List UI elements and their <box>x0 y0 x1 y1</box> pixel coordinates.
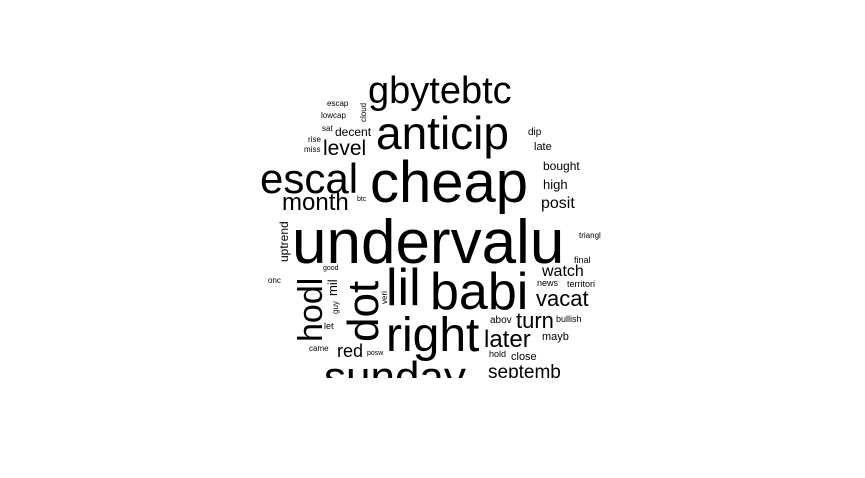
word-lowcap: lowcap <box>321 111 346 120</box>
word-abov: abov <box>490 315 512 326</box>
word-late: late <box>534 141 552 153</box>
word-triangl: triangl <box>579 231 601 240</box>
word-let: let <box>324 321 334 331</box>
word-turn: turn <box>516 308 554 333</box>
word-undervalu: undervalu <box>292 208 565 277</box>
word-red: red <box>337 341 364 361</box>
word-posit: posit <box>541 195 575 212</box>
word-uptrend: uptrend <box>277 221 291 262</box>
word-miss: miss <box>304 145 321 154</box>
word-bought: bought <box>543 159 580 173</box>
word-dip: dip <box>528 127 542 138</box>
word-good: good <box>323 265 339 272</box>
word-month: month <box>282 189 349 216</box>
word-escal: escal <box>260 155 359 202</box>
word-mil: mil <box>325 279 340 296</box>
word-hodl: hodl <box>292 277 330 342</box>
word-came: came <box>309 344 329 353</box>
word-news: news <box>537 278 559 288</box>
word-veri: veri <box>380 291 389 304</box>
word-close: close <box>511 351 537 363</box>
word-guy: guy <box>331 301 340 314</box>
word-gbytebtc: gbytebtc <box>368 70 512 112</box>
word-bullish: bullish <box>556 314 582 324</box>
word-hold: hold <box>489 349 507 359</box>
word-posw: posw <box>367 350 384 357</box>
word-escap: escap <box>327 99 349 108</box>
word-babi: babi <box>430 263 529 321</box>
word-btc: btc <box>357 196 367 203</box>
word-sunday: sunday <box>324 353 466 379</box>
word-vacat: vacat <box>536 286 589 311</box>
word-mayb: mayb <box>542 331 569 343</box>
word-high: high <box>543 177 568 192</box>
word-cloud: cloud <box>359 102 368 122</box>
word-level: level <box>323 137 367 160</box>
word-sat: sat <box>322 124 333 133</box>
word-septemb: septemb <box>488 362 561 378</box>
word-rise: rise <box>308 135 321 144</box>
word-final: final <box>574 255 591 265</box>
word-lil: lil <box>386 259 421 317</box>
word-anticip: anticip <box>376 107 509 159</box>
word-cheap: cheap <box>370 150 529 215</box>
word-cloud-area: undervalu cheap anticip gbytebtc escal b… <box>250 70 630 378</box>
word-right: right <box>386 309 480 362</box>
word-onc: onc <box>268 276 281 285</box>
word-decent: decent <box>335 125 372 139</box>
word-later: later <box>484 326 531 353</box>
word-dot: dot <box>339 280 388 342</box>
word-territori: territori <box>567 279 596 289</box>
word-watch: watch <box>542 263 584 280</box>
